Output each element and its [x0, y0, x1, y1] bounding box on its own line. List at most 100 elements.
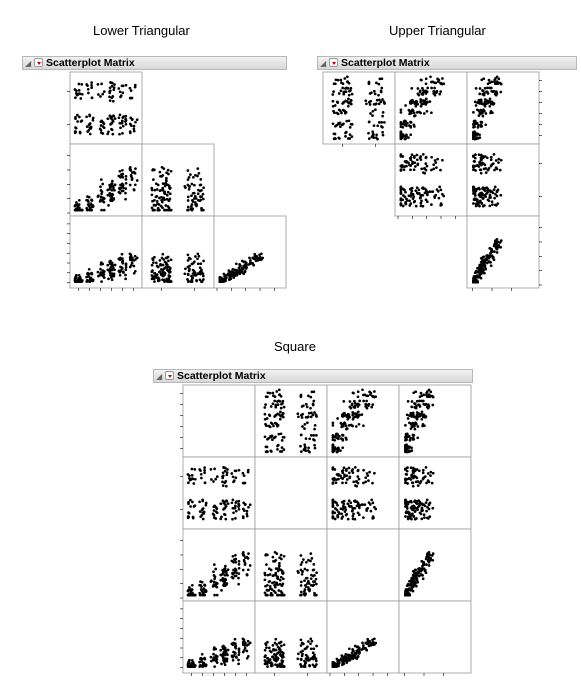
data-point: [270, 664, 273, 668]
data-point: [301, 570, 304, 574]
data-point: [87, 275, 91, 278]
data-point: [310, 411, 313, 415]
data-point: [222, 659, 226, 663]
data-point: [234, 553, 237, 557]
data-point: [479, 158, 483, 161]
data-point: [485, 156, 489, 160]
disclosure-triangle-icon[interactable]: ◢: [320, 59, 327, 68]
data-point: [353, 644, 357, 648]
data-point: [315, 644, 318, 648]
data-point: [484, 167, 488, 170]
data-point: [87, 128, 91, 132]
data-point: [433, 196, 437, 199]
data-point: [406, 446, 410, 449]
data-point: [198, 500, 201, 504]
red-triangle-menu-icon[interactable]: [165, 371, 174, 380]
data-point: [476, 126, 480, 129]
data-point: [353, 506, 357, 510]
data-point: [399, 108, 403, 112]
data-point: [351, 514, 355, 518]
data-point: [353, 412, 357, 415]
data-point: [409, 126, 413, 129]
data-point: [304, 449, 308, 453]
data-point: [117, 87, 121, 90]
data-point: [405, 507, 409, 510]
data-point: [112, 272, 116, 276]
data-point: [106, 268, 110, 272]
data-point: [480, 155, 484, 159]
data-point: [303, 443, 307, 447]
data-point: [380, 121, 384, 124]
data-point: [415, 578, 419, 582]
data-point: [234, 560, 238, 564]
data-point: [418, 395, 422, 399]
data-point: [128, 86, 132, 90]
data-point: [107, 130, 110, 134]
data-point: [224, 484, 228, 488]
data-point: [186, 259, 190, 262]
data-point: [223, 663, 227, 667]
data-point: [356, 654, 360, 658]
data-point: [264, 422, 267, 426]
data-point: [497, 157, 501, 161]
red-triangle-menu-icon[interactable]: [34, 58, 43, 67]
data-point: [198, 189, 202, 193]
data-point: [377, 93, 380, 97]
data-point: [413, 571, 417, 575]
data-point: [350, 135, 354, 138]
data-point: [167, 184, 171, 188]
data-point: [409, 121, 413, 124]
data-point: [253, 255, 257, 258]
diagonal-cell-height: [326, 528, 400, 602]
data-point: [124, 266, 128, 269]
data-point: [188, 185, 191, 189]
data-point: [195, 203, 199, 206]
data-point: [425, 563, 428, 566]
red-triangle-menu-icon[interactable]: [329, 58, 338, 67]
disclosure-triangle-icon[interactable]: ◢: [156, 372, 163, 381]
data-point: [112, 86, 116, 89]
data-point: [301, 425, 304, 428]
data-point: [405, 121, 408, 125]
data-point: [410, 446, 413, 450]
data-point: [267, 567, 271, 571]
data-point: [493, 240, 497, 243]
data-point: [121, 168, 124, 172]
scatter-cell-weight-by-sex: [141, 215, 215, 289]
data-point: [169, 169, 173, 173]
data-point: [191, 516, 195, 520]
data-point: [351, 424, 354, 428]
disclosure-triangle-icon[interactable]: ◢: [25, 59, 32, 68]
data-point: [153, 271, 157, 275]
data-point: [297, 571, 300, 574]
data-point: [108, 89, 112, 93]
data-point: [191, 591, 194, 595]
data-point: [404, 424, 407, 427]
data-point: [167, 198, 171, 202]
data-point: [421, 193, 425, 197]
data-point: [74, 130, 78, 134]
data-point: [204, 503, 208, 507]
data-point: [365, 509, 369, 512]
scatter-cell-age-by-height: [394, 71, 468, 145]
data-point: [186, 273, 190, 277]
data-point: [431, 403, 435, 407]
data-point: [331, 434, 335, 437]
data-point: [200, 280, 204, 283]
scatter-cell-age-by-weight: [398, 384, 472, 458]
data-point: [425, 200, 429, 204]
data-point: [183, 272, 187, 276]
data-point: [102, 126, 106, 130]
data-point: [133, 83, 137, 87]
data-point: [275, 552, 279, 555]
data-point: [132, 271, 136, 275]
data-point: [489, 102, 493, 106]
data-point: [280, 402, 283, 406]
data-point: [409, 427, 413, 430]
data-point: [415, 100, 419, 104]
data-point: [345, 427, 349, 430]
data-point: [97, 93, 100, 96]
data-point: [124, 187, 128, 190]
data-point: [399, 154, 403, 158]
data-point: [299, 450, 303, 453]
